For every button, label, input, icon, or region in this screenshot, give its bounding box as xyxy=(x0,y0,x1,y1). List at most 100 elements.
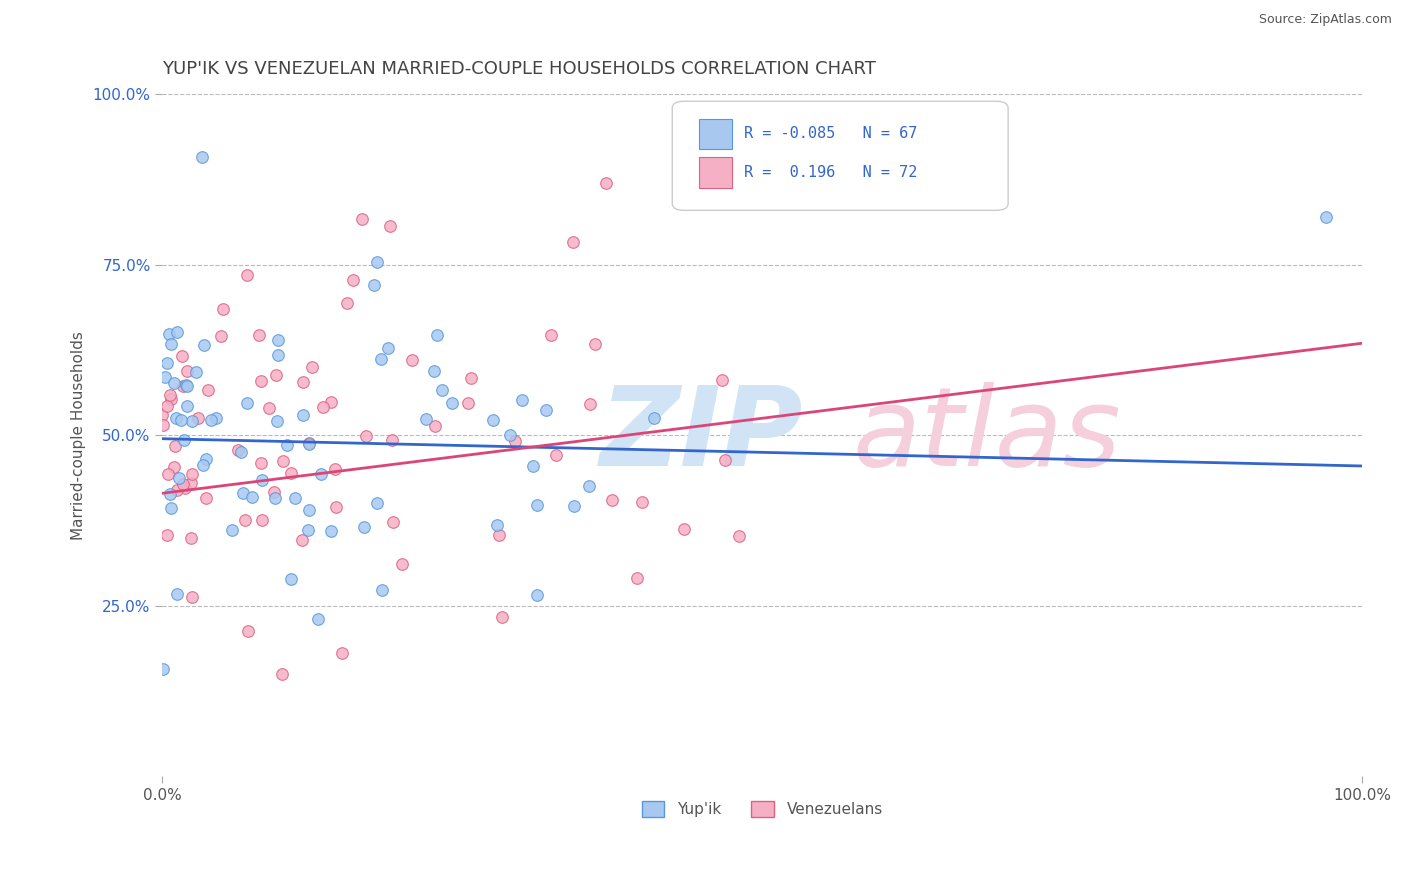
Point xyxy=(602,493,624,508)
Point xyxy=(485,518,508,533)
Point xyxy=(229,445,252,459)
Point xyxy=(578,479,600,493)
Text: YUP'IK VS VENEZUELAN MARRIED-COUPLE HOUSEHOLDS CORRELATION CHART: YUP'IK VS VENEZUELAN MARRIED-COUPLE HOUS… xyxy=(163,60,876,78)
Point xyxy=(643,411,665,425)
Point xyxy=(491,610,513,624)
Point xyxy=(240,490,263,504)
Point xyxy=(332,647,354,661)
Point xyxy=(710,373,733,387)
Point xyxy=(176,399,198,413)
Point xyxy=(336,296,359,310)
Point xyxy=(249,375,271,389)
Text: Source: ZipAtlas.com: Source: ZipAtlas.com xyxy=(1258,13,1392,27)
Point xyxy=(319,524,342,538)
Point xyxy=(426,327,449,342)
Point xyxy=(1315,210,1337,224)
Point xyxy=(181,467,204,481)
Point xyxy=(247,328,270,343)
Point xyxy=(195,491,218,505)
Point xyxy=(526,498,548,512)
Point xyxy=(377,341,399,355)
Point xyxy=(170,413,193,427)
Point xyxy=(280,572,302,586)
FancyBboxPatch shape xyxy=(699,158,733,188)
Point xyxy=(430,383,453,397)
Point xyxy=(160,392,183,407)
Point xyxy=(526,589,548,603)
Point xyxy=(235,268,257,283)
Point xyxy=(232,486,254,500)
Point xyxy=(630,495,652,509)
Point xyxy=(157,326,180,341)
Text: ZIP: ZIP xyxy=(600,382,804,489)
Point xyxy=(174,377,197,392)
Point xyxy=(353,520,375,534)
Point xyxy=(250,513,273,527)
Point xyxy=(156,528,179,542)
Point xyxy=(381,434,404,448)
Point xyxy=(579,397,602,411)
Point xyxy=(544,448,567,462)
Point xyxy=(562,499,585,513)
Point xyxy=(503,434,526,448)
Point xyxy=(180,475,202,490)
FancyBboxPatch shape xyxy=(699,119,733,149)
Legend: Yup'ik, Venezuelans: Yup'ik, Venezuelans xyxy=(636,795,889,823)
Point xyxy=(250,473,273,487)
Point xyxy=(284,491,307,506)
Point xyxy=(280,466,302,480)
Point xyxy=(298,437,321,451)
Point xyxy=(197,384,219,398)
Point xyxy=(166,587,188,601)
Point xyxy=(195,452,218,467)
Point xyxy=(271,454,294,468)
Point xyxy=(157,467,180,481)
Point xyxy=(172,476,194,491)
Point xyxy=(536,402,558,417)
FancyBboxPatch shape xyxy=(672,102,1008,211)
Point xyxy=(163,376,186,390)
Point xyxy=(292,375,315,389)
Point xyxy=(380,219,402,233)
Point xyxy=(172,349,194,363)
Point xyxy=(297,523,319,537)
Point xyxy=(401,353,423,368)
Y-axis label: Married-couple Households: Married-couple Households xyxy=(72,331,86,540)
Point xyxy=(226,443,249,458)
Point xyxy=(291,408,314,422)
Text: R =  0.196   N = 72: R = 0.196 N = 72 xyxy=(744,165,918,180)
Point xyxy=(259,401,281,415)
Point xyxy=(301,360,323,375)
Point xyxy=(713,452,735,467)
Point xyxy=(728,529,751,543)
Point xyxy=(221,523,243,537)
Point xyxy=(626,571,648,585)
Point xyxy=(176,364,198,378)
Point xyxy=(307,612,329,626)
Point xyxy=(172,378,194,392)
Point xyxy=(187,411,209,425)
Point xyxy=(370,352,392,367)
Point xyxy=(181,414,204,428)
Point xyxy=(263,491,285,505)
Point xyxy=(370,583,392,598)
Point xyxy=(191,458,214,473)
Point xyxy=(298,435,321,450)
Point xyxy=(540,328,562,343)
Point xyxy=(595,176,617,190)
Point xyxy=(160,337,183,351)
Point xyxy=(205,411,228,425)
Text: R = -0.085   N = 67: R = -0.085 N = 67 xyxy=(744,127,918,142)
Point xyxy=(235,396,257,410)
Point xyxy=(342,273,364,287)
Point xyxy=(166,325,188,339)
Point xyxy=(212,302,235,317)
Point xyxy=(233,513,256,527)
Point xyxy=(200,413,222,427)
Point xyxy=(166,483,188,497)
Point xyxy=(179,531,201,545)
Point xyxy=(352,211,374,226)
Point xyxy=(510,393,533,408)
Point xyxy=(266,368,288,382)
Point xyxy=(156,399,179,413)
